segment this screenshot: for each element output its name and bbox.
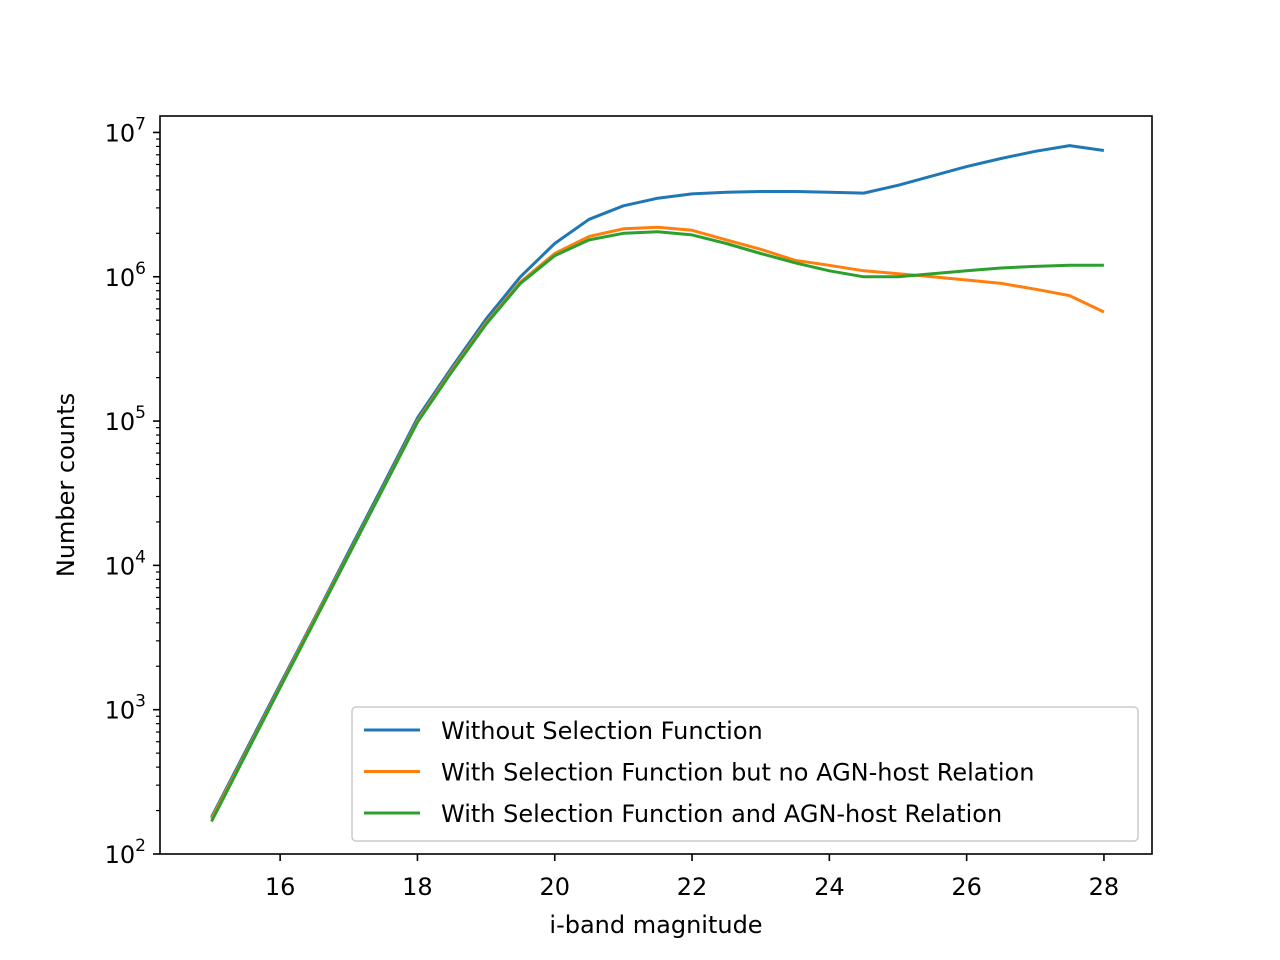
x-tick-label: 16 [265, 873, 296, 901]
x-tick-label: 26 [951, 873, 982, 901]
legend-label-1: With Selection Function but no AGN-host … [441, 759, 1034, 787]
y-tick-label: 105 [105, 403, 146, 436]
plot-frame [159, 115, 1153, 855]
series-line-2 [210, 230, 1104, 823]
y-tick-label: 103 [105, 692, 146, 725]
x-tick-label: 22 [677, 873, 708, 901]
y-tick-label: 106 [105, 259, 146, 292]
y-tick-label: 107 [105, 114, 146, 147]
y-tick-label: 102 [105, 836, 146, 869]
x-tick-label: 20 [539, 873, 570, 901]
x-tick-label: 24 [814, 873, 845, 901]
y-axis: 102 103 104 105 106 107 [105, 114, 160, 869]
legend-box [351, 706, 1139, 842]
x-tick-label: 18 [402, 873, 433, 901]
x-axis-label: i-band magnitude [549, 911, 762, 939]
legend-label-2: With Selection Function and AGN-host Rel… [441, 800, 1002, 828]
x-axis: 16 18 20 22 24 26 28 [265, 854, 1119, 901]
y-axis-label: Number counts [52, 393, 80, 577]
legend: Without Selection Function With Selection… [351, 706, 1139, 842]
x-tick-label: 28 [1089, 873, 1120, 901]
series-layer [210, 144, 1105, 823]
legend-label-0: Without Selection Function [441, 717, 763, 745]
y-tick-label: 104 [105, 547, 146, 580]
